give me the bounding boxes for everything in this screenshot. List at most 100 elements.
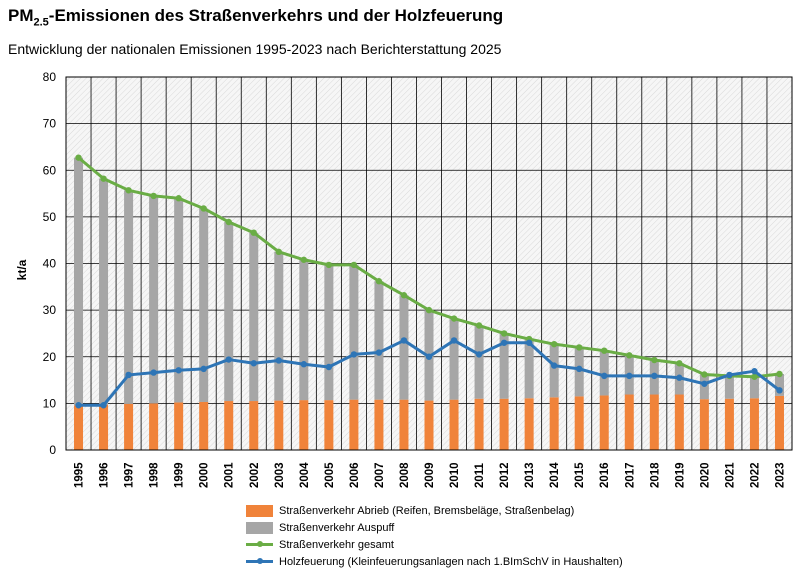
point-holz (525, 339, 533, 346)
point-holz (626, 372, 633, 380)
bar-auspuff (274, 251, 284, 401)
bar-auspuff (449, 318, 459, 400)
point-holz (325, 363, 333, 371)
point-gesamt (125, 187, 132, 194)
legend-label-abrieb: Straßenverkehr Abrieb (Reifen, Bremsbelä… (279, 504, 575, 517)
point-gesamt (275, 248, 282, 256)
chart-svg: 0 10 20 30 40 50 60 70 80 1995 1996 1997 1998 1999 200… (15, 70, 793, 488)
x-tick-label: 2012 (499, 462, 511, 488)
x-tick-label: 2003 (274, 462, 286, 488)
point-holz (550, 362, 558, 369)
point-gesamt (776, 370, 783, 378)
point-holz (776, 387, 783, 394)
point-holz (676, 374, 683, 381)
point-holz (125, 371, 132, 379)
bar-abrieb (149, 403, 159, 450)
bar-auspuff (374, 281, 384, 400)
y-tick-label: 10 (43, 396, 57, 410)
point-holz (701, 380, 708, 387)
y-tick-label: 50 (43, 210, 57, 224)
bar-abrieb (699, 399, 709, 450)
legend: Straßenverkehr Abrieb (Reifen, Bremsbelä… (246, 502, 623, 570)
bar-abrieb (274, 400, 284, 450)
point-holz (500, 339, 508, 346)
x-tick-label: 2009 (424, 462, 436, 488)
x-tick-label: 2016 (599, 462, 611, 488)
point-gesamt (225, 218, 232, 226)
x-tick-label: 1998 (149, 462, 161, 488)
bar-abrieb (524, 398, 534, 450)
x-tick-label: 2013 (524, 462, 536, 488)
x-tick-label: 2018 (649, 462, 661, 488)
point-holz (150, 369, 157, 376)
bar-auspuff (149, 195, 159, 404)
point-gesamt (500, 330, 508, 337)
bar-abrieb (549, 397, 559, 450)
point-holz (425, 353, 433, 360)
x-tick-label: 1995 (74, 462, 86, 488)
bar-abrieb (449, 399, 459, 450)
point-gesamt (425, 306, 433, 314)
bar-auspuff (474, 325, 484, 399)
point-gesamt (701, 371, 708, 378)
bar-abrieb (474, 398, 484, 450)
bar-auspuff (724, 375, 734, 399)
y-tick-label: 70 (43, 117, 57, 131)
point-holz (475, 351, 483, 358)
bar-abrieb (724, 398, 734, 450)
legend-item-abrieb: Straßenverkehr Abrieb (Reifen, Bremsbelä… (246, 502, 623, 519)
point-gesamt (450, 315, 458, 322)
bar-auspuff (399, 295, 409, 400)
x-tick-label: 1999 (174, 462, 186, 488)
y-tick-label: 60 (43, 163, 57, 177)
point-holz (350, 351, 358, 358)
y-axis-label: kt/a (15, 259, 29, 280)
y-tick-label: 30 (43, 303, 57, 317)
bar-abrieb (424, 400, 434, 450)
point-holz (651, 372, 658, 380)
x-tick-label: 2010 (449, 462, 461, 488)
point-gesamt (150, 192, 157, 200)
bar-auspuff (499, 333, 509, 399)
y-tick-label: 0 (49, 443, 56, 457)
bar-auspuff (199, 208, 209, 402)
point-holz (726, 371, 733, 379)
point-gesamt (375, 278, 383, 285)
x-tick-label: 2020 (699, 462, 711, 488)
legend-item-auspuff: Straßenverkehr Auspuff (246, 519, 623, 536)
bar-abrieb (649, 394, 659, 450)
bar-abrieb (124, 403, 134, 450)
point-gesamt (175, 195, 182, 202)
x-tick-label: 2006 (349, 462, 361, 488)
y-tick-label: 40 (43, 257, 57, 271)
bar-auspuff (99, 178, 109, 405)
point-gesamt (350, 261, 358, 269)
legend-label-holz: Holzfeuerung (Kleinfeuerungsanlagen nach… (279, 555, 623, 568)
bar-abrieb (349, 399, 359, 450)
bar-auspuff (124, 190, 134, 404)
legend-swatch-abrieb (246, 504, 273, 517)
x-tick-label: 1997 (124, 462, 136, 488)
point-holz (275, 357, 282, 364)
bar-auspuff (224, 222, 234, 402)
bar-auspuff (349, 264, 359, 400)
x-tick-label: 1996 (99, 462, 111, 488)
point-gesamt (300, 256, 308, 263)
x-tick-label: 2019 (674, 462, 686, 488)
bar-auspuff (74, 157, 84, 406)
point-holz (375, 349, 383, 356)
legend-item-holz: Holzfeuerung (Kleinfeuerungsanlagen nach… (246, 553, 623, 570)
bar-auspuff (524, 339, 534, 399)
x-tick-label: 2004 (299, 462, 311, 488)
x-tick-label: 2011 (474, 462, 486, 488)
bar-auspuff (549, 344, 559, 398)
bar-abrieb (299, 400, 309, 450)
bar-abrieb (599, 395, 609, 450)
bar-abrieb (374, 399, 384, 450)
title-main: PM (8, 6, 34, 25)
point-gesamt (400, 292, 408, 299)
bar-abrieb (199, 401, 209, 450)
legend-label-auspuff: Straßenverkehr Auspuff (279, 521, 395, 534)
point-holz (175, 367, 182, 374)
point-gesamt (601, 347, 608, 354)
